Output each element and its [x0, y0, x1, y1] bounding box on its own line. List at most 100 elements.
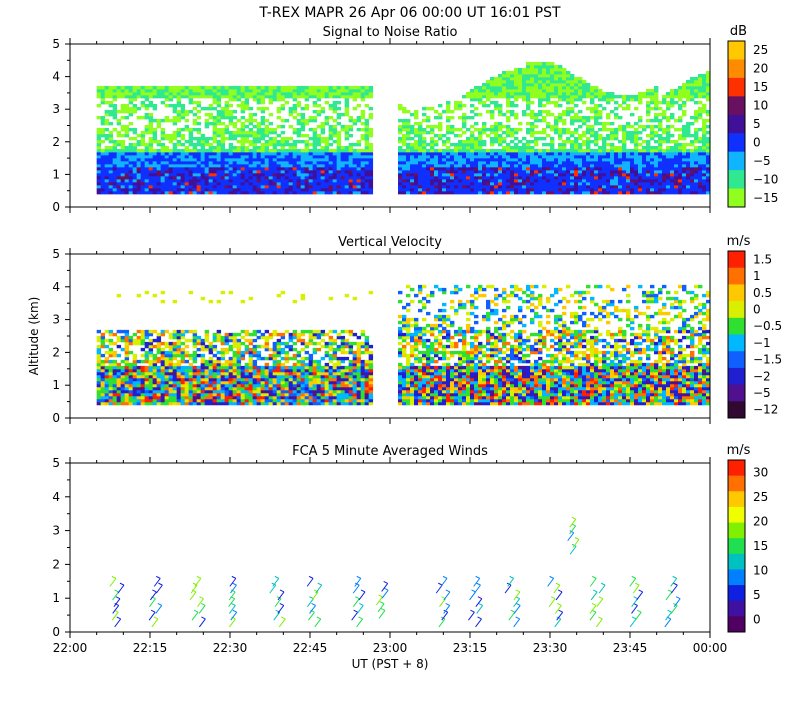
heatmap-cell: [289, 155, 293, 158]
heatmap-cell: [406, 110, 410, 113]
heatmap-cell: [97, 351, 101, 354]
heatmap-cell: [217, 149, 221, 152]
heatmap-cell: [570, 170, 574, 173]
heatmap-cell: [105, 158, 109, 161]
heatmap-cell: [534, 152, 538, 155]
heatmap-cell: [694, 116, 698, 119]
heatmap-cell: [229, 336, 233, 339]
heatmap-cell: [534, 155, 538, 158]
heatmap-cell: [646, 179, 650, 182]
heatmap-cell: [229, 339, 233, 342]
heatmap-cell: [293, 143, 297, 146]
heatmap-cell: [281, 140, 285, 143]
heatmap-cell: [558, 113, 562, 116]
heatmap-cell: [474, 164, 478, 167]
heatmap-cell: [97, 366, 101, 369]
heatmap-cell: [297, 188, 301, 191]
heatmap-cell: [462, 143, 466, 146]
heatmap-cell: [317, 185, 321, 188]
heatmap-cell: [622, 128, 626, 131]
heatmap-cell: [474, 89, 478, 92]
heatmap-cell: [490, 143, 494, 146]
heatmap-cell: [341, 173, 345, 176]
heatmap-cell: [558, 155, 562, 158]
heatmap-cell: [426, 188, 430, 191]
heatmap-cell: [506, 125, 510, 128]
heatmap-cell: [305, 104, 309, 107]
heatmap-cell: [201, 342, 205, 345]
heatmap-cell: [674, 170, 678, 173]
heatmap-cell: [454, 101, 458, 104]
heatmap-cell: [694, 173, 698, 176]
heatmap-cell: [265, 134, 269, 137]
heatmap-cell: [161, 131, 165, 134]
heatmap-cell: [590, 116, 594, 119]
heatmap-cell: [261, 155, 265, 158]
heatmap-cell: [117, 191, 121, 194]
heatmap-cell: [213, 125, 217, 128]
heatmap-cell: [133, 390, 137, 393]
heatmap-cell: [101, 119, 105, 122]
heatmap-cell: [241, 149, 245, 152]
heatmap-cell: [690, 143, 694, 146]
heatmap-cell: [518, 146, 522, 149]
heatmap-cell: [181, 107, 185, 110]
heatmap-cell: [546, 152, 550, 155]
heatmap-cell: [225, 384, 229, 387]
heatmap-cell: [109, 360, 113, 363]
heatmap-cell: [153, 161, 157, 164]
heatmap-cell: [229, 182, 233, 185]
heatmap-cell: [137, 372, 141, 375]
heatmap-cell: [670, 152, 674, 155]
heatmap-cell: [582, 185, 586, 188]
heatmap-cell: [361, 86, 365, 89]
heatmap-cell: [245, 104, 249, 107]
heatmap-cell: [301, 158, 305, 161]
heatmap-cell: [666, 185, 670, 188]
heatmap-cell: [622, 170, 626, 173]
heatmap-cell: [229, 378, 233, 381]
heatmap-cell: [502, 137, 506, 140]
heatmap-cell: [137, 330, 141, 333]
heatmap-cell: [241, 110, 245, 113]
heatmap-cell: [189, 381, 193, 384]
heatmap-cell: [109, 399, 113, 402]
heatmap-cell: [157, 390, 161, 393]
heatmap-cell: [217, 122, 221, 125]
heatmap-cell: [309, 173, 313, 176]
heatmap-cell: [241, 122, 245, 125]
heatmap-cell: [333, 158, 337, 161]
heatmap-cell: [638, 119, 642, 122]
heatmap-cell: [273, 137, 277, 140]
heatmap-cell: [209, 378, 213, 381]
heatmap-cell: [281, 104, 285, 107]
heatmap-cell: [105, 167, 109, 170]
heatmap-cell: [193, 158, 197, 161]
heatmap-cell: [241, 155, 245, 158]
heatmap-cell: [466, 179, 470, 182]
heatmap-cell: [502, 176, 506, 179]
heatmap-cell: [526, 149, 530, 152]
heatmap-cell: [181, 399, 185, 402]
heatmap-cell: [297, 161, 301, 164]
heatmap-cell: [133, 366, 137, 369]
heatmap-cell: [418, 122, 422, 125]
heatmap-cell: [213, 188, 217, 191]
heatmap-cell: [313, 152, 317, 155]
heatmap-cell: [161, 164, 165, 167]
heatmap-cell: [113, 366, 117, 369]
heatmap-cell: [686, 143, 690, 146]
heatmap-cell: [562, 128, 566, 131]
heatmap-cell: [241, 173, 245, 176]
heatmap-cell: [353, 188, 357, 191]
heatmap-cell: [630, 113, 634, 116]
heatmap-cell: [686, 176, 690, 179]
heatmap-cell: [574, 146, 578, 149]
heatmap-cell: [502, 71, 506, 74]
heatmap-cell: [578, 185, 582, 188]
heatmap-cell: [145, 161, 149, 164]
heatmap-cell: [670, 89, 674, 92]
heatmap-cell: [686, 185, 690, 188]
heatmap-cell: [570, 182, 574, 185]
heatmap-cell: [418, 158, 422, 161]
